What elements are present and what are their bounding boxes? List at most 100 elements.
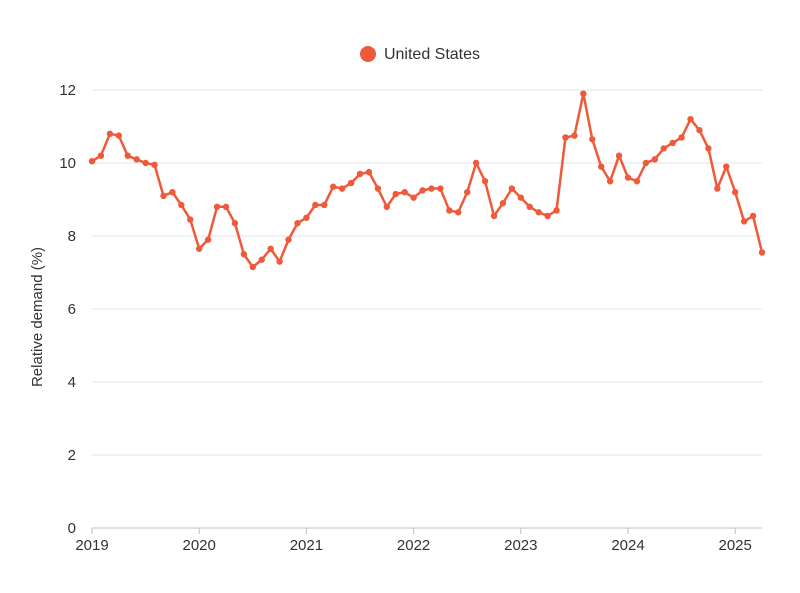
data-point-2022-05 <box>446 207 453 214</box>
data-point-2019-03 <box>106 130 114 137</box>
data-point-2022-08 <box>472 159 480 167</box>
data-point-2022-06 <box>455 209 462 216</box>
data-point-2025-04 <box>758 249 766 256</box>
data-point-2020-09 <box>267 245 274 252</box>
x-tick-label-2024: 2024 <box>611 537 644 554</box>
data-point-2024-02 <box>633 178 641 185</box>
data-point-2021-03 <box>321 201 328 209</box>
data-point-2023-03 <box>535 209 542 216</box>
data-point-2021-04 <box>330 183 337 190</box>
data-point-2024-03 <box>642 159 650 167</box>
chart-legend: United States <box>0 46 800 64</box>
y-axis-title: Relative demand (%) <box>29 247 46 387</box>
x-tick-label-2020: 2020 <box>183 537 216 554</box>
data-point-2023-02 <box>526 203 533 210</box>
data-point-2024-09 <box>696 126 703 134</box>
legend-label-united-states: United States <box>383 46 481 63</box>
y-tick-label-12: 12 <box>59 82 76 99</box>
data-point-2024-11 <box>714 185 721 192</box>
data-point-2019-09 <box>160 192 167 200</box>
data-point-2020-01 <box>196 245 203 252</box>
data-point-2024-06 <box>669 139 676 147</box>
data-point-2023-07 <box>571 132 578 139</box>
data-point-2023-05 <box>553 207 560 214</box>
data-point-2023-08 <box>580 90 587 97</box>
data-point-2023-01 <box>517 194 524 201</box>
data-point-2019-12 <box>187 216 194 223</box>
data-point-2019-11 <box>178 201 185 209</box>
data-point-2025-02 <box>740 218 748 225</box>
data-point-2020-04 <box>222 203 230 210</box>
data-point-2024-01 <box>624 174 632 181</box>
data-point-2024-04 <box>651 156 658 163</box>
data-point-2020-06 <box>240 251 248 258</box>
data-point-2025-01 <box>732 189 739 196</box>
data-point-2020-11 <box>285 236 292 243</box>
data-point-2021-01 <box>303 214 310 221</box>
data-point-2024-10 <box>705 145 712 152</box>
y-tick-label-6: 6 <box>68 301 76 318</box>
x-tick-label-2023: 2023 <box>504 537 537 554</box>
data-point-2021-08 <box>365 168 373 176</box>
y-tick-label-10: 10 <box>59 155 76 172</box>
data-point-2023-12 <box>615 152 623 159</box>
data-point-2023-10 <box>598 163 605 170</box>
data-point-2022-01 <box>410 194 417 201</box>
data-point-2021-05 <box>338 185 346 192</box>
data-point-2022-12 <box>508 185 516 192</box>
data-point-2019-05 <box>124 152 131 159</box>
data-point-2019-06 <box>133 156 140 163</box>
data-point-2019-01 <box>88 157 96 165</box>
data-point-2020-08 <box>258 256 265 263</box>
data-point-2023-11 <box>606 178 614 185</box>
data-point-2019-04 <box>115 132 123 139</box>
data-point-2024-12 <box>723 163 730 170</box>
data-point-2021-11 <box>392 190 399 198</box>
legend-marker-united-states <box>359 46 376 62</box>
data-point-2024-07 <box>678 134 685 141</box>
axes: 0 2 4 6 8 10 12 2019 2020 2021 2022 2023 2024 2025 Rel… <box>29 82 752 554</box>
data-point-2021-02 <box>312 201 319 209</box>
data-point-2022-09 <box>481 178 489 185</box>
data-point-2023-06 <box>562 134 569 141</box>
data-point-2022-03 <box>428 185 435 192</box>
y-tick-label-0: 0 <box>68 520 76 537</box>
data-point-2022-10 <box>490 212 498 220</box>
data-point-2023-04 <box>544 212 551 220</box>
x-tick-label-2019: 2019 <box>75 537 108 554</box>
data-point-2021-10 <box>383 203 390 210</box>
data-point-2020-02 <box>204 236 212 243</box>
data-point-2022-07 <box>464 189 471 196</box>
data-point-2022-11 <box>499 199 507 207</box>
x-tick-label-2025: 2025 <box>719 537 752 554</box>
data-point-2024-08 <box>687 116 694 123</box>
data-point-2019-10 <box>169 189 176 196</box>
series-line-0 <box>90 92 764 269</box>
data-point-2020-07 <box>249 263 256 271</box>
data-point-2019-02 <box>97 152 105 159</box>
data-point-2021-06 <box>347 179 355 187</box>
data-point-2021-12 <box>401 189 408 196</box>
y-tick-label-8: 8 <box>68 228 76 245</box>
y-tick-label-2: 2 <box>68 447 76 464</box>
data-point-2020-10 <box>276 258 283 265</box>
data-point-2020-05 <box>231 220 239 227</box>
x-tick-label-2021: 2021 <box>290 537 323 554</box>
y-tick-label-4: 4 <box>68 374 76 391</box>
data-point-2022-02 <box>419 187 426 194</box>
data-point-2019-08 <box>151 161 158 169</box>
data-point-2019-07 <box>142 159 149 167</box>
data-point-2022-04 <box>437 185 444 192</box>
data-point-2020-12 <box>294 220 301 227</box>
data-point-2023-09 <box>589 136 596 143</box>
gridlines <box>92 89 762 529</box>
data-point-2024-05 <box>660 145 667 152</box>
data-point-2021-07 <box>356 170 364 178</box>
data-point-2021-09 <box>374 185 382 192</box>
data-point-2025-03 <box>749 212 757 220</box>
x-tick-label-2022: 2022 <box>397 537 430 554</box>
series-layer <box>88 90 766 271</box>
data-point-2020-03 <box>213 203 221 210</box>
